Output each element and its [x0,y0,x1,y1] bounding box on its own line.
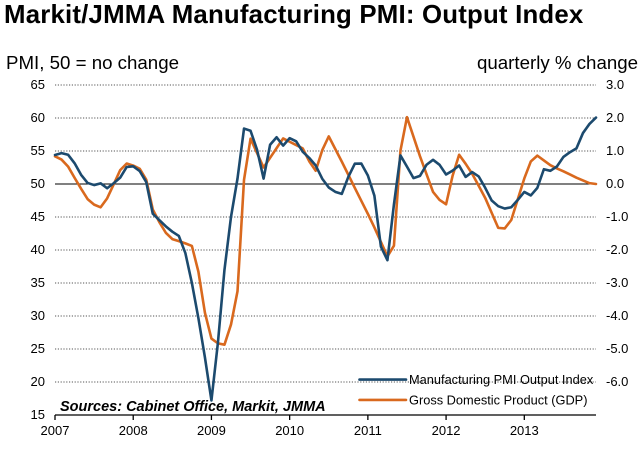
svg-text:0.0: 0.0 [606,176,624,191]
svg-text:35: 35 [31,275,45,290]
svg-text:-2.0: -2.0 [606,242,628,257]
svg-text:50: 50 [31,176,45,191]
svg-text:-6.0: -6.0 [606,374,628,389]
svg-text:60: 60 [31,110,45,125]
svg-text:2013: 2013 [510,423,539,438]
svg-text:40: 40 [31,242,45,257]
svg-text:Manufacturing PMI Output Index: Manufacturing PMI Output Index [409,372,594,387]
svg-text:65: 65 [31,77,45,92]
svg-text:-4.0: -4.0 [606,308,628,323]
svg-text:15: 15 [31,407,45,422]
svg-text:20: 20 [31,374,45,389]
svg-text:2008: 2008 [119,423,148,438]
svg-text:3.0: 3.0 [606,77,624,92]
svg-text:Gross Domestic Product (GDP): Gross Domestic Product (GDP) [409,392,587,407]
svg-text:-1.0: -1.0 [606,209,628,224]
svg-text:2011: 2011 [354,423,382,438]
svg-text:45: 45 [31,209,45,224]
svg-text:2009: 2009 [197,423,226,438]
svg-text:30: 30 [31,308,45,323]
svg-text:25: 25 [31,341,45,356]
svg-text:1.0: 1.0 [606,143,624,158]
svg-text:2.0: 2.0 [606,110,624,125]
svg-text:-5.0: -5.0 [606,341,628,356]
svg-text:-3.0: -3.0 [606,275,628,290]
svg-text:2010: 2010 [275,423,304,438]
svg-text:2007: 2007 [41,423,70,438]
svg-text:55: 55 [31,143,45,158]
svg-text:2012: 2012 [432,423,461,438]
